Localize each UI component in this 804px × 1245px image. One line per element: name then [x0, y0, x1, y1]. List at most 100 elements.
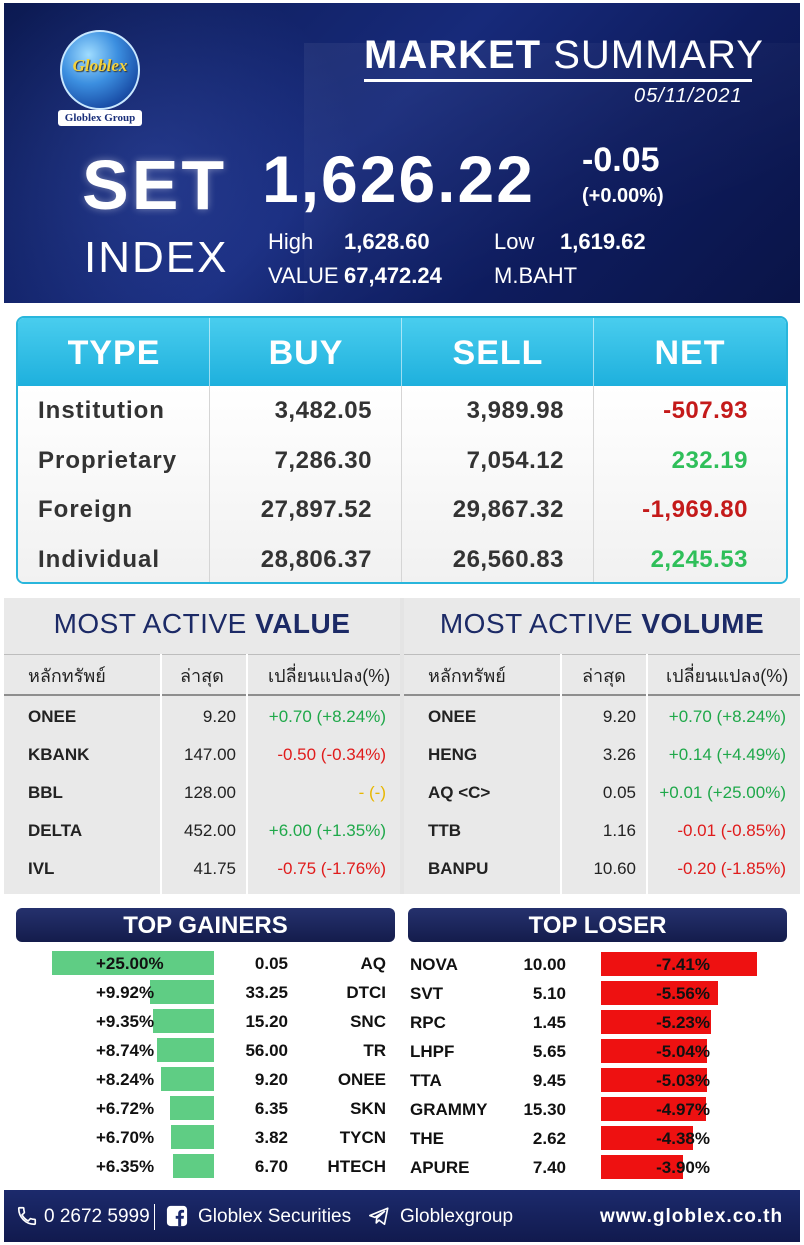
loss-bar	[601, 981, 718, 1005]
list-item: AQ <C> 0.05 +0.01 (+25.00%)	[404, 774, 800, 812]
gain-price: 3.82	[254, 1128, 288, 1147]
list-item: HENG 3.26 +0.14 (+4.49%)	[404, 736, 800, 774]
globlex-logo: Globlex Globlex Group	[54, 28, 146, 128]
loser-row: GRAMMY 15.30 -4.97%	[0, 1095, 804, 1124]
high-value: 1,628.60	[344, 229, 430, 254]
gain-bar	[173, 1154, 214, 1178]
loss-symbol: NOVA	[410, 955, 458, 974]
loss-bar	[601, 1126, 693, 1150]
price-change: +0.70 (+8.24%)	[268, 707, 386, 726]
header-sell: SELL	[452, 334, 544, 372]
high-label: High	[268, 229, 314, 254]
gainer-row: +6.70% 3.82 TYCN	[0, 1123, 804, 1152]
column-headers: หลักทรัพย์ ล่าสุด เปลี่ยนแปลง(%)	[4, 654, 400, 696]
header-net: NET	[654, 334, 726, 372]
loss-price: 5.10	[532, 984, 566, 1003]
loss-symbol: RPC	[410, 1013, 446, 1032]
loss-symbol: SVT	[410, 984, 444, 1003]
value-label: VALUE	[268, 263, 339, 288]
gain-symbol: AQ	[360, 954, 387, 973]
globe-icon	[60, 30, 140, 110]
footer-phone[interactable]: 0 2672 5999	[44, 1206, 150, 1227]
gain-bar	[157, 1038, 214, 1062]
row-net: -507.93	[663, 397, 748, 424]
top-loser-header: TOP LOSER	[408, 908, 787, 942]
loss-pct: -5.04%	[656, 1042, 710, 1061]
footer-telegram[interactable]: Globlexgroup	[400, 1206, 514, 1227]
gain-bar	[161, 1067, 214, 1091]
loss-pct: -7.41%	[656, 955, 710, 974]
loss-bar	[601, 1097, 706, 1121]
table-row: Foreign 27,897.52 29,867.32 -1,969.80	[18, 485, 786, 535]
title-light: SUMMARY	[553, 33, 764, 77]
footer-website[interactable]: www.globlex.co.th	[600, 1206, 784, 1227]
stock-symbol: BANPU	[428, 859, 489, 878]
gain-symbol: TR	[363, 1041, 386, 1060]
gain-pct: +8.74%	[96, 1041, 155, 1060]
gain-symbol: ONEE	[337, 1070, 386, 1089]
stock-symbol: KBANK	[28, 745, 90, 764]
loser-row: RPC 1.45 -5.23%	[0, 1008, 804, 1037]
loser-row: TTA 9.45 -5.03%	[0, 1066, 804, 1095]
price-change: +6.00 (+1.35%)	[268, 821, 386, 840]
set-index-value: 1,626.22	[262, 142, 535, 216]
col-change: เปลี่ยนแปลง(%)	[666, 666, 789, 686]
gain-pct: +6.35%	[96, 1157, 155, 1176]
row-type: Individual	[38, 546, 161, 573]
gain-price: 33.25	[245, 983, 288, 1002]
loss-price: 5.65	[532, 1042, 566, 1061]
row-sell: 3,989.98	[466, 397, 564, 424]
row-net: 232.19	[671, 447, 748, 474]
stock-symbol: DELTA	[28, 821, 83, 840]
gain-bar	[52, 951, 214, 975]
row-sell: 26,560.83	[452, 546, 564, 573]
loser-row: SVT 5.10 -5.56%	[0, 979, 804, 1008]
gainer-row: +8.74% 56.00 TR	[0, 1036, 804, 1065]
last-price: 9.20	[602, 707, 636, 726]
body-divider	[593, 386, 594, 582]
last-price: 1.16	[602, 821, 636, 840]
gain-pct: +9.35%	[96, 1012, 155, 1031]
col-symbol: หลักทรัพย์	[428, 666, 506, 686]
title-bold: MARKET	[364, 33, 542, 77]
loss-pct: -4.38%	[656, 1129, 710, 1148]
loss-symbol: THE	[410, 1129, 444, 1148]
gain-price: 56.00	[245, 1041, 288, 1060]
telegram-icon	[369, 1207, 389, 1226]
footer-facebook[interactable]: Globlex Securities	[198, 1206, 352, 1227]
logo-subtext: Globlex Group	[58, 110, 142, 126]
index-label: INDEX	[84, 233, 229, 282]
gainer-row: +6.35% 6.70 HTECH	[0, 1152, 804, 1181]
gain-price: 0.05	[254, 954, 288, 973]
loss-price: 15.30	[523, 1100, 566, 1119]
loss-price: 2.62	[532, 1129, 566, 1148]
stock-symbol: ONEE	[28, 707, 77, 726]
row-sell: 7,054.12	[466, 447, 564, 474]
body-divider	[401, 386, 402, 582]
most-active-section: MOST ACTIVE VALUE หลักทรัพย์ ล่าสุด เปลี…	[4, 598, 800, 894]
loss-symbol: APURE	[410, 1158, 470, 1177]
column-headers: หลักทรัพย์ ล่าสุด เปลี่ยนแปลง(%)	[404, 654, 800, 696]
price-change: +0.70 (+8.24%)	[668, 707, 786, 726]
loss-bar	[601, 1010, 711, 1034]
report-date: 05/11/2021	[634, 85, 743, 107]
row-sell: 29,867.32	[452, 496, 564, 523]
loss-pct: -3.90%	[656, 1158, 710, 1177]
title-light: MOST ACTIVE	[53, 608, 247, 639]
gain-symbol: SKN	[350, 1099, 386, 1118]
loss-pct: -5.56%	[656, 984, 710, 1003]
footer-separator	[154, 1204, 155, 1230]
loss-pct: -4.97%	[656, 1100, 710, 1119]
header-divider	[209, 318, 210, 386]
gain-pct: +25.00%	[96, 954, 164, 973]
top-gainers-header: TOP GAINERS	[16, 908, 395, 942]
gainer-row: +8.24% 9.20 ONEE	[0, 1065, 804, 1094]
most-active-value-title: MOST ACTIVE VALUE	[4, 608, 400, 640]
column-divider	[246, 654, 248, 894]
list-item: BBL 128.00 - (-)	[4, 774, 400, 812]
most-active-value-panel: MOST ACTIVE VALUE หลักทรัพย์ ล่าสุด เปลี…	[4, 598, 400, 894]
loss-symbol: LHPF	[410, 1042, 455, 1061]
gainer-row: +9.92% 33.25 DTCI	[0, 978, 804, 1007]
col-last: ล่าสุด	[180, 666, 224, 686]
